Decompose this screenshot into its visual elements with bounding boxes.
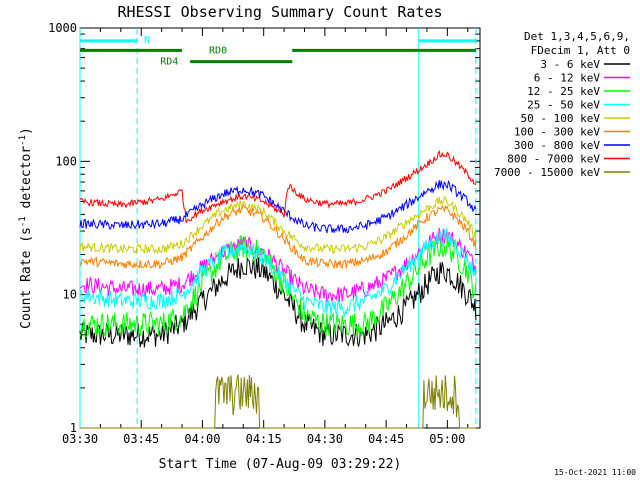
y-tick-label-1: 10 <box>63 288 77 302</box>
y-axis-label-part2: detector <box>19 146 34 217</box>
x-tick-label-2: 04:00 <box>184 432 220 446</box>
x-tick-label-0: 03:30 <box>62 432 98 446</box>
legend-label-0: 3 - 6 keV <box>540 58 600 71</box>
y-axis-label-sup2: -1 <box>18 135 28 146</box>
y-axis-label: Count Rate (s-1 detector-1) <box>18 127 34 329</box>
legend-label-3: 25 - 50 keV <box>527 99 600 112</box>
y-axis-label-part1: Count Rate (s <box>19 227 34 329</box>
x-tick-label-6: 05:00 <box>429 432 465 446</box>
y-axis-label-part3: ) <box>19 127 34 135</box>
x-tick-label-3: 04:15 <box>246 432 282 446</box>
series-line-0 <box>79 256 477 348</box>
plot-area: 03:30 03:45 04:00 04:15 04:30 04:45 05:00 1 10 10… <box>48 21 481 446</box>
legend-header-line2: FDecim 1, Att 0 <box>531 44 630 57</box>
legend-label-8: 7000 - 15000 keV <box>494 166 600 179</box>
y-tick-label-0: 1 <box>70 421 77 435</box>
legend-label-2: 12 - 25 keV <box>527 85 600 98</box>
legend-header-line1: Det 1,3,4,5,6,9, <box>524 30 630 43</box>
decimation-label-1: RD0 <box>209 45 227 56</box>
legend-label-7: 800 - 7000 keV <box>507 153 600 166</box>
legend-label-1: 6 - 12 keV <box>534 72 601 85</box>
chart-title: RHESSI Observing Summary Count Rates <box>117 3 442 21</box>
decimation-label-2: RD4 <box>160 57 178 68</box>
y-axis-label-sup1: -1 <box>18 216 28 227</box>
series-line-3 <box>79 227 477 317</box>
x-tick-label-5: 04:45 <box>368 432 404 446</box>
series-line-6 <box>79 180 477 234</box>
y-tick-label-2: 100 <box>55 154 77 168</box>
legend-label-6: 300 - 800 keV <box>514 139 600 152</box>
series-line-8 <box>80 374 476 429</box>
y-tick-label-3: 1000 <box>48 21 77 35</box>
x-tick-label-4: 04:30 <box>307 432 343 446</box>
x-axis-label: Start Time (07-Aug-09 03:29:22) <box>159 457 402 472</box>
series-line-7 <box>79 149 477 223</box>
legend-label-4: 50 - 100 keV <box>521 112 601 125</box>
series-line-2 <box>79 234 477 338</box>
footer-timestamp: 15-Oct-2021 11:00 <box>554 468 636 477</box>
series-line-4 <box>79 195 477 255</box>
attenuator-label-0: N <box>144 35 150 46</box>
legend: Det 1,3,4,5,6,9, FDecim 1, Att 0 3 - 6 k… <box>494 30 630 179</box>
legend-label-5: 100 - 300 keV <box>514 126 600 139</box>
series-line-5 <box>79 202 477 270</box>
x-tick-label-1: 03:45 <box>123 432 159 446</box>
